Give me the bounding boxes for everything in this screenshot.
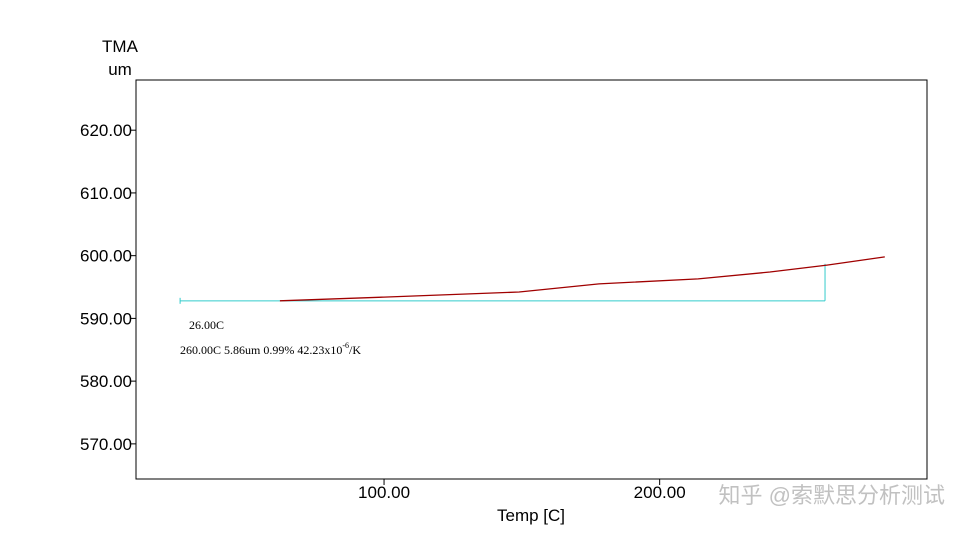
plot-frame [135,79,928,480]
annotation-unit: /K [349,343,361,357]
y-tick-label: 610.00 [80,184,132,203]
y-axis-title: TMA [102,37,139,56]
annotation-start-label: 26.00C [189,318,224,332]
y-tick-label: 620.00 [80,121,132,140]
y-tick-label: 590.00 [80,309,132,328]
x-tick-label: 100.00 [358,483,410,502]
y-tick-label: 580.00 [80,372,132,391]
annotation-exponent: -6 [342,341,349,350]
series-line [279,256,885,302]
x-tick-label: 200.00 [634,483,686,502]
y-axis-unit: um [108,60,132,79]
annotation-result: 260.00C 5.86um 0.99% 42.23x10-6/K [180,341,361,357]
x-axis-title: Temp [C] [497,506,565,525]
annotation-result-label: 260.00C 5.86um 0.99% 42.23x10 [180,343,342,357]
y-tick-label: 600.00 [80,247,132,266]
watermark: 知乎 @索默思分析测试 [719,483,945,508]
y-tick-label: 570.00 [80,435,132,454]
